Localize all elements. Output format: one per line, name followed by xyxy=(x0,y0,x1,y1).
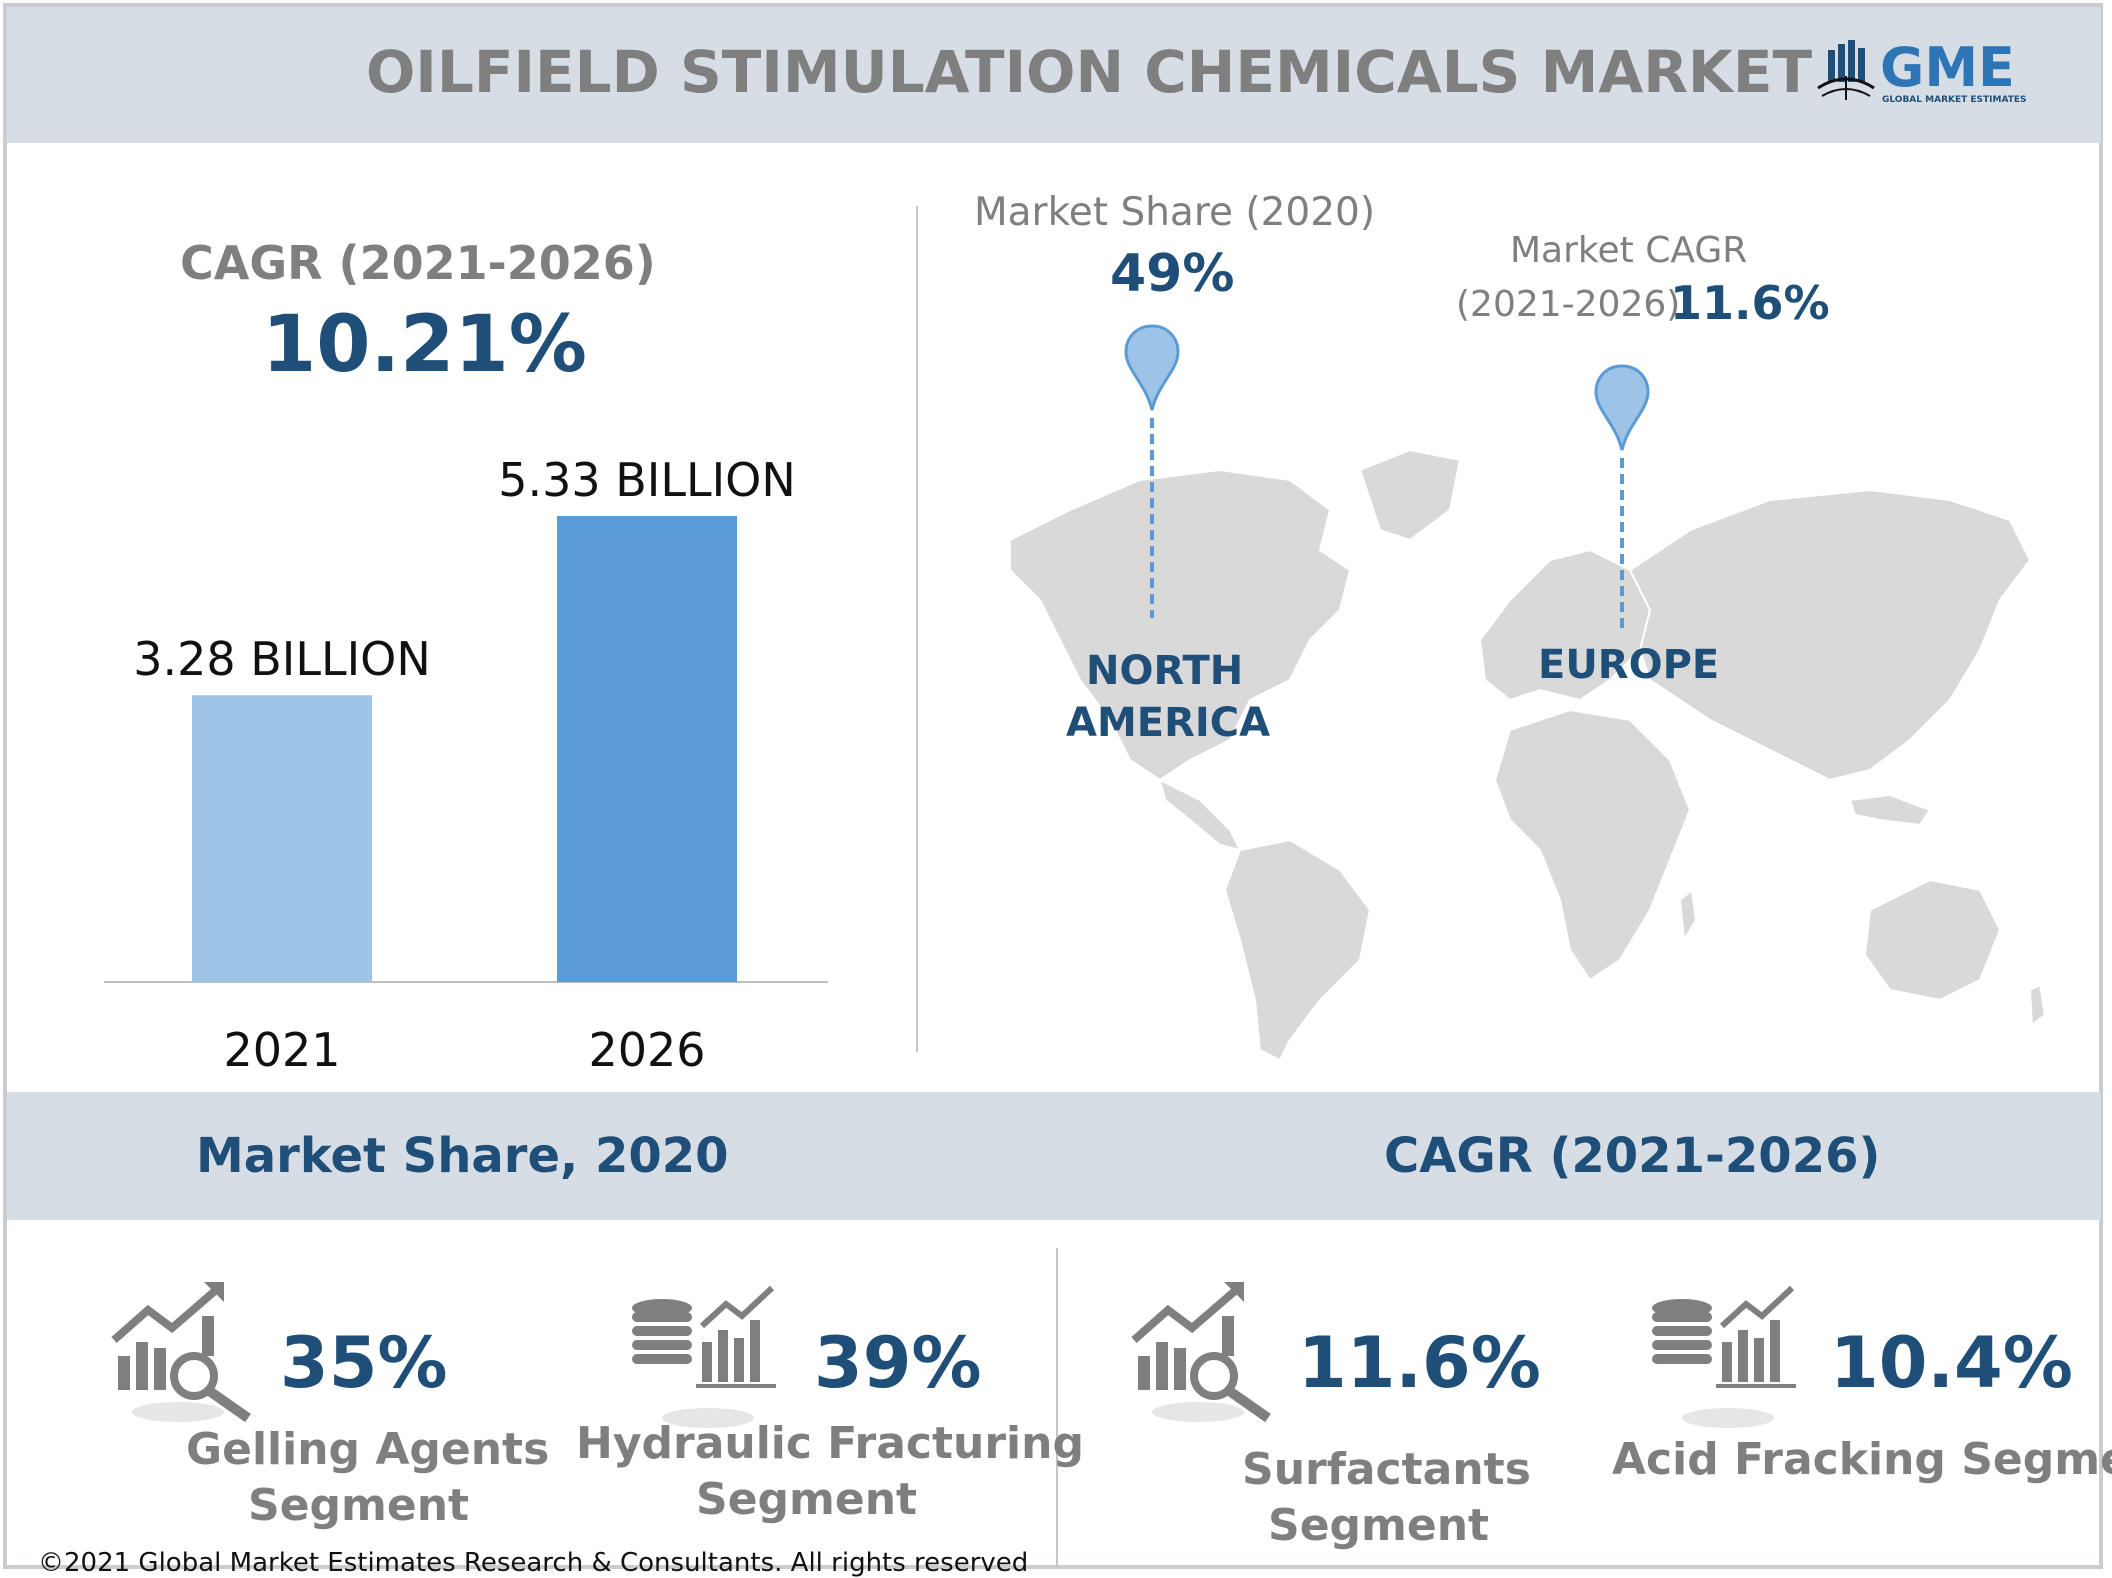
stat-hydraulic-value: 39% xyxy=(814,1322,982,1404)
cagr-value: 10.21% xyxy=(262,300,587,390)
world-map xyxy=(1009,448,2047,1060)
madagascar-shape xyxy=(1678,888,1698,944)
africa-shape xyxy=(1493,708,1692,982)
data-label-2021: 3.28 BILLION xyxy=(133,632,431,686)
stat-hydraulic-label2: Segment xyxy=(696,1474,918,1525)
stat-surfactants-value: 11.6% xyxy=(1298,1322,1541,1404)
copyright-text: ©2021 Global Market Estimates Research &… xyxy=(38,1548,1029,1578)
chart-magnifier-icon xyxy=(111,1282,251,1423)
stat-surfactants-label1: Surfactants xyxy=(1242,1444,1531,1495)
logo-text: GME xyxy=(1880,36,2015,99)
chart-magnifier-icon xyxy=(1131,1282,1271,1423)
page-title: OILFIELD STIMULATION CHEMICALS MARKET xyxy=(366,38,1813,106)
eu-location-pin-icon xyxy=(1594,364,1650,628)
new-zealand-shape xyxy=(2028,983,2047,1027)
south-america-shape xyxy=(1223,838,1372,1060)
na-region-line1: NORTH xyxy=(1086,648,1244,694)
outer-frame xyxy=(3,3,2103,1569)
market-share-header: Market Share, 2020 xyxy=(196,1128,729,1184)
na-caption: Market Share (2020) xyxy=(974,190,1376,235)
na-value: 49% xyxy=(1110,244,1235,304)
logo-subtext: GLOBAL MARKET ESTIMATES xyxy=(1882,95,2027,105)
stat-acid-label1: Acid Fracking Segment xyxy=(1612,1434,2112,1485)
stat-gelling-label2: Segment xyxy=(248,1480,470,1531)
bar-chart: 3.28 BILLION 2021 5.33 BILLION 2026 xyxy=(104,453,828,1077)
data-label-2026: 5.33 BILLION xyxy=(498,453,796,507)
bar-2021 xyxy=(192,695,372,982)
greenland-shape xyxy=(1358,448,1462,542)
eu-caption-line2: (2021-2026) xyxy=(1456,284,1681,325)
asia-shape xyxy=(1628,488,2032,782)
australia-shape xyxy=(1863,878,2002,1002)
eu-caption-line1: Market CAGR xyxy=(1510,230,1748,271)
central-america-shape xyxy=(1158,778,1242,852)
eu-region: EUROPE xyxy=(1538,642,1720,688)
x-tick-label-2026: 2026 xyxy=(588,1023,705,1077)
gme-logo: GME GLOBAL MARKET ESTIMATES xyxy=(1816,36,2066,108)
eu-value: 11.6% xyxy=(1670,276,1830,330)
cagr-header: CAGR (2021-2026) xyxy=(1384,1128,1881,1184)
divider-top xyxy=(916,206,918,1052)
na-region-line2: AMERICA xyxy=(1066,700,1271,746)
north-america-shape xyxy=(1009,468,1352,782)
coins-chart-icon xyxy=(1652,1285,1796,1428)
na-location-pin-icon xyxy=(1124,324,1180,618)
stat-acid-value: 10.4% xyxy=(1830,1322,2073,1404)
coins-chart-icon xyxy=(632,1285,776,1428)
header-band xyxy=(7,7,2101,143)
cagr-label: CAGR (2021-2026) xyxy=(180,236,656,290)
bar-2026 xyxy=(557,516,737,982)
divider-bottom xyxy=(1056,1248,1058,1568)
segments-header-band xyxy=(7,1092,2101,1220)
x-tick-label-2021: 2021 xyxy=(223,1023,340,1077)
stat-gelling-value: 35% xyxy=(280,1322,448,1404)
stat-surfactants-label2: Segment xyxy=(1268,1500,1490,1551)
stat-hydraulic-label1: Hydraulic Fracturing xyxy=(576,1418,1084,1469)
globe-logo-icon: GME GLOBAL MARKET ESTIMATES xyxy=(1817,36,2027,105)
stat-gelling-label1: Gelling Agents xyxy=(186,1424,550,1475)
southeast-asia-shape xyxy=(1848,793,1932,827)
